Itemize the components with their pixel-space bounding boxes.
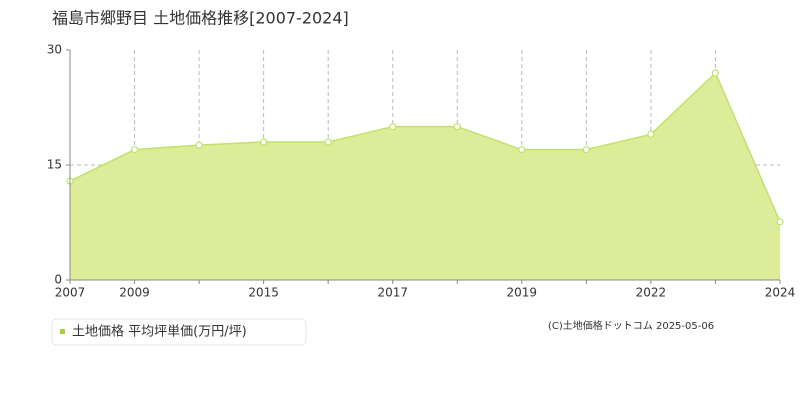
line [69, 71, 781, 223]
legend-box [51, 318, 307, 346]
x-tick-label: 2015 [248, 286, 279, 300]
point [647, 130, 655, 138]
legend-marker [60, 329, 65, 334]
x-tick-label: 2007 [55, 286, 86, 300]
point [130, 146, 139, 154]
point [518, 146, 526, 154]
point [195, 141, 203, 149]
point [711, 69, 720, 77]
y-tick-label: 15 [47, 158, 62, 172]
x-tick-label: 2022 [636, 286, 667, 300]
point [389, 123, 397, 131]
point [324, 138, 332, 146]
x-tick-label: 2024 [765, 286, 796, 300]
y-tick-label: 30 [47, 43, 62, 57]
y-tick-label: 0 [54, 273, 62, 287]
chart-title: 福島市郷野目 土地価格推移[2007-2024] [52, 9, 349, 28]
point [453, 123, 461, 131]
source-text: (C)土地価格ドットコム 2025-05-06 [548, 319, 714, 332]
x-tick-label: 2017 [377, 286, 408, 300]
point [776, 218, 784, 226]
x-tick-label: 2019 [507, 286, 538, 300]
point [582, 146, 590, 154]
legend-label: 土地価格 平均坪単価(万円/坪) [72, 324, 247, 340]
x-tick-label: 2009 [119, 286, 150, 300]
area [70, 73, 780, 280]
point [260, 138, 268, 146]
